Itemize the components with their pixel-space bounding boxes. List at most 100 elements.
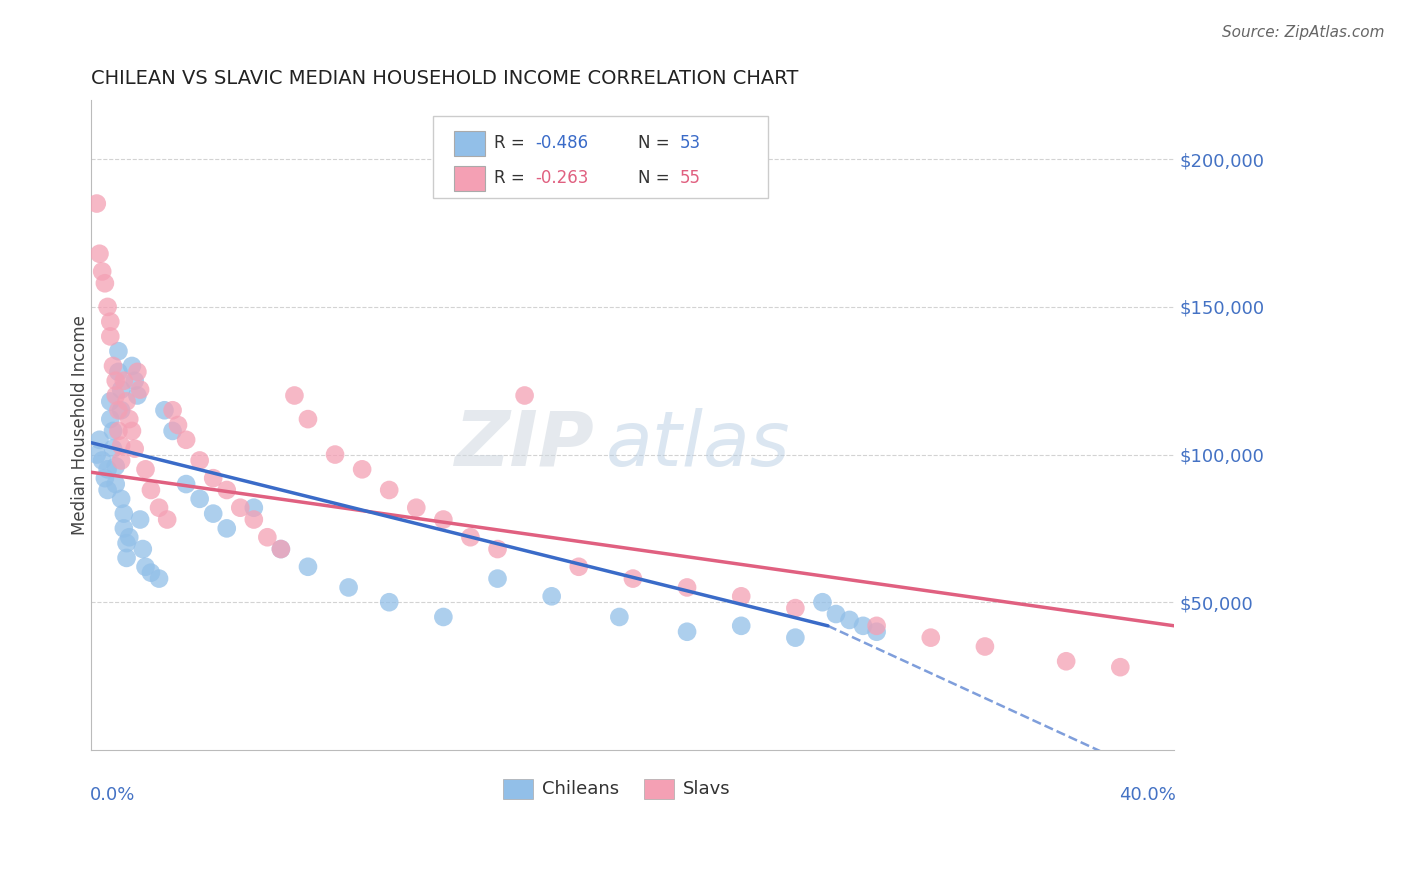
- Text: CHILEAN VS SLAVIC MEDIAN HOUSEHOLD INCOME CORRELATION CHART: CHILEAN VS SLAVIC MEDIAN HOUSEHOLD INCOM…: [91, 69, 799, 87]
- Point: [101, 442, 124, 456]
- Point: [132, 542, 155, 557]
- Point: [730, 619, 752, 633]
- Bar: [644, 779, 673, 798]
- Text: -0.486: -0.486: [536, 134, 589, 152]
- Point: [110, 491, 132, 506]
- Point: [124, 442, 146, 456]
- Point: [115, 536, 138, 550]
- Y-axis label: Median Household Income: Median Household Income: [72, 315, 89, 535]
- Text: ZIP: ZIP: [456, 408, 595, 482]
- Point: [139, 483, 162, 497]
- Point: [188, 453, 211, 467]
- Point: [134, 462, 156, 476]
- Point: [148, 500, 170, 515]
- Point: [107, 344, 129, 359]
- Point: [621, 572, 644, 586]
- Text: Source: ZipAtlas.com: Source: ZipAtlas.com: [1222, 25, 1385, 40]
- Point: [115, 550, 138, 565]
- Point: [838, 613, 860, 627]
- Point: [283, 388, 305, 402]
- Point: [134, 559, 156, 574]
- FancyBboxPatch shape: [433, 117, 768, 198]
- Point: [676, 581, 699, 595]
- Point: [432, 512, 454, 526]
- Point: [110, 383, 132, 397]
- Point: [256, 530, 278, 544]
- Point: [91, 453, 114, 467]
- Point: [202, 471, 225, 485]
- Point: [127, 365, 149, 379]
- Point: [540, 590, 562, 604]
- Point: [118, 412, 141, 426]
- Point: [97, 462, 120, 476]
- Text: -0.263: -0.263: [536, 169, 589, 186]
- Text: R =: R =: [495, 134, 530, 152]
- Point: [378, 595, 401, 609]
- Point: [129, 512, 152, 526]
- Point: [129, 383, 152, 397]
- Point: [1109, 660, 1132, 674]
- Point: [107, 424, 129, 438]
- Point: [110, 403, 132, 417]
- Point: [215, 483, 238, 497]
- Point: [148, 572, 170, 586]
- Point: [229, 500, 252, 515]
- Bar: [503, 779, 533, 798]
- Point: [486, 572, 509, 586]
- Point: [162, 403, 184, 417]
- Point: [568, 559, 591, 574]
- Point: [785, 601, 807, 615]
- Point: [104, 459, 127, 474]
- Point: [188, 491, 211, 506]
- Text: atlas: atlas: [606, 408, 790, 482]
- Point: [156, 512, 179, 526]
- Text: 53: 53: [679, 134, 700, 152]
- Point: [112, 521, 135, 535]
- Point: [89, 433, 111, 447]
- Text: R =: R =: [495, 169, 530, 186]
- Point: [323, 448, 346, 462]
- Text: N =: N =: [638, 169, 675, 186]
- Text: Slavs: Slavs: [683, 780, 730, 797]
- Point: [153, 403, 176, 417]
- Point: [513, 388, 536, 402]
- Point: [405, 500, 427, 515]
- Point: [115, 394, 138, 409]
- Point: [97, 300, 120, 314]
- Point: [112, 374, 135, 388]
- Point: [243, 500, 266, 515]
- Text: 0.0%: 0.0%: [90, 786, 135, 804]
- Point: [730, 590, 752, 604]
- Point: [107, 403, 129, 417]
- Point: [486, 542, 509, 557]
- Point: [865, 619, 887, 633]
- Point: [98, 329, 121, 343]
- Bar: [454, 131, 485, 155]
- Point: [1054, 654, 1077, 668]
- Point: [118, 530, 141, 544]
- Point: [124, 374, 146, 388]
- Point: [270, 542, 292, 557]
- Point: [378, 483, 401, 497]
- Point: [127, 388, 149, 402]
- Point: [98, 412, 121, 426]
- Point: [104, 374, 127, 388]
- Point: [121, 424, 143, 438]
- Point: [121, 359, 143, 373]
- Point: [215, 521, 238, 535]
- Point: [270, 542, 292, 557]
- Point: [337, 581, 360, 595]
- Point: [91, 264, 114, 278]
- Point: [94, 277, 117, 291]
- Point: [101, 424, 124, 438]
- Point: [920, 631, 942, 645]
- Point: [86, 196, 108, 211]
- Point: [865, 624, 887, 639]
- Point: [94, 471, 117, 485]
- Text: N =: N =: [638, 134, 675, 152]
- Point: [97, 483, 120, 497]
- Point: [107, 365, 129, 379]
- Bar: [454, 166, 485, 191]
- Point: [112, 507, 135, 521]
- Point: [174, 477, 197, 491]
